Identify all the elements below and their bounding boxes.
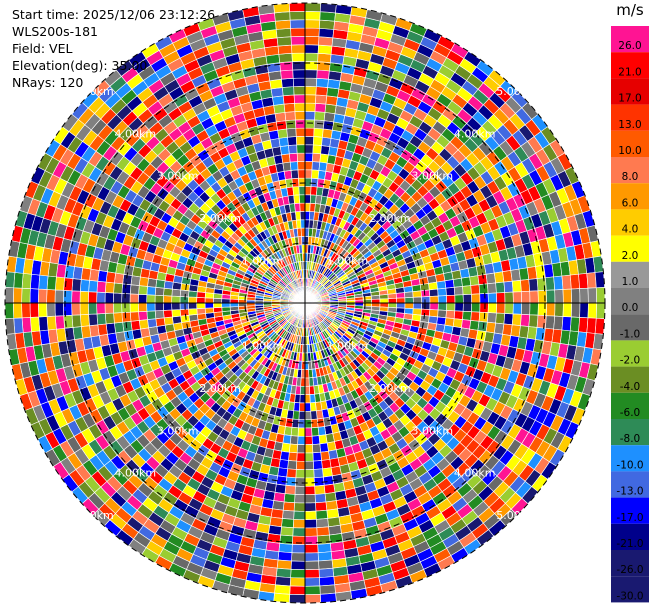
elevation-text: Elevation(deg): 35.00 [12, 58, 148, 73]
colorbar-label: 4.0 [622, 224, 639, 236]
colorbar-label: -4.0 [620, 381, 641, 393]
colorbar-label: -17.0 [616, 512, 643, 524]
colorbar-label: -13.0 [616, 486, 643, 498]
colorbar-cells: 26.0 21.0 17.0 13.0 10.0 8.0 6.0 4.0 2.0 1.0 0.0 -1… [611, 26, 649, 603]
colorbar-label: -2.0 [620, 355, 641, 367]
colorbar-label: 26.0 [618, 40, 641, 52]
colorbar-label: -6.0 [620, 407, 641, 419]
colorbar-label: -26.0 [616, 564, 643, 576]
velocity-sectors [4, 2, 606, 604]
nrays-text: NRays: 120 [12, 75, 84, 90]
colorbar-label: 6.0 [622, 197, 639, 209]
colorbar-label: -21.0 [616, 538, 643, 550]
scan-info: Start time: 2025/12/06 23:12:26 WLS200s-… [12, 6, 215, 91]
colorbar-label: 2.0 [622, 250, 639, 262]
colorbar-label: 10.0 [618, 145, 641, 157]
colorbar-label: 0.0 [622, 302, 639, 314]
colorbar-label: 13.0 [618, 119, 641, 131]
colorbar-label: -1.0 [620, 328, 641, 340]
colorbar-label: -10.0 [616, 459, 643, 471]
colorbar-unit: m/s [616, 1, 644, 19]
field-text: Field: VEL [12, 41, 73, 56]
colorbar-label: 8.0 [622, 171, 639, 183]
start-time-text: Start time: 2025/12/06 23:12:26 [12, 7, 216, 22]
colorbar-label: -30.0 [616, 590, 643, 602]
colorbar-label: -8.0 [620, 433, 641, 445]
colorbar-label: 17.0 [618, 93, 641, 105]
instrument-text: WLS200s-181 [12, 24, 98, 39]
colorbar-label: 21.0 [618, 66, 641, 78]
colorbar-label: 1.0 [622, 276, 639, 288]
